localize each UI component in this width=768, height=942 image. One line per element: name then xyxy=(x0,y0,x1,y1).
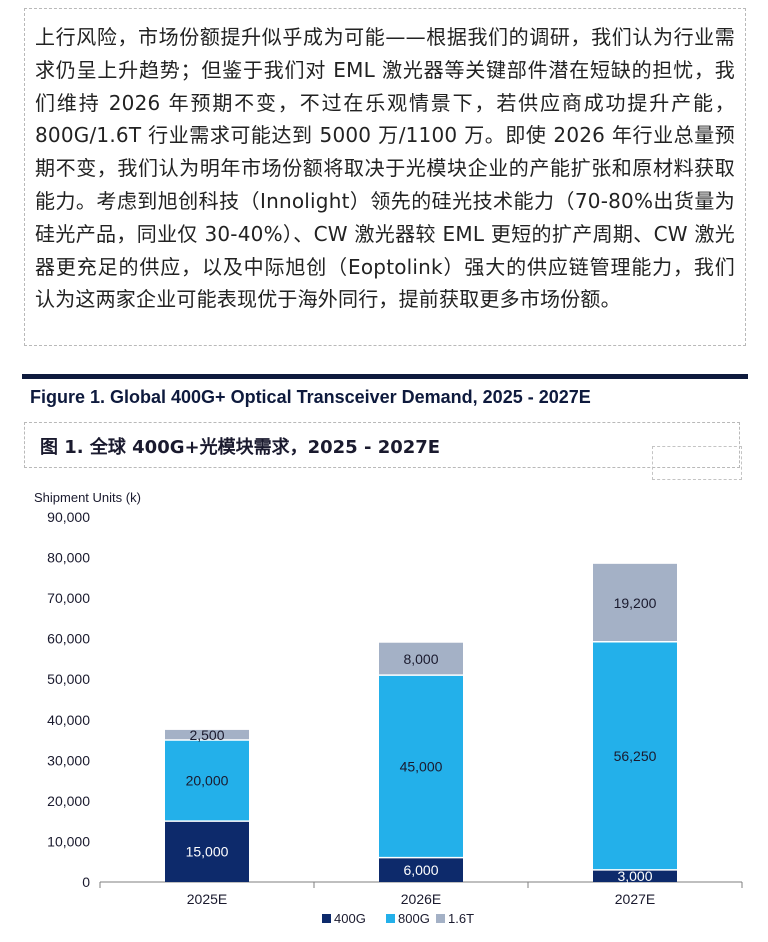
data-label: 19,200 xyxy=(614,595,657,611)
y-tick-label: 40,000 xyxy=(47,712,90,728)
y-axis-label: Shipment Units (k) xyxy=(34,490,141,505)
figure-title: Figure 1. Global 400G+ Optical Transceiv… xyxy=(30,387,591,407)
data-label: 20,000 xyxy=(186,773,229,789)
y-tick-label: 80,000 xyxy=(47,550,90,566)
y-tick-label: 10,000 xyxy=(47,833,90,849)
commentary-box: 上行风险，市场份额提升似乎成为可能——根据我们的调研，我们认为行业需求仍呈上升趋… xyxy=(24,8,746,346)
legend-label: 400G xyxy=(334,911,366,926)
subtitle-box-decoration xyxy=(652,446,742,480)
legend-label: 800G xyxy=(398,911,430,926)
y-tick-label: 50,000 xyxy=(47,671,90,687)
x-tick-label: 2026E xyxy=(401,891,441,907)
data-label: 2,500 xyxy=(189,727,224,743)
y-tick-label: 20,000 xyxy=(47,793,90,809)
legend-swatch-400g xyxy=(322,914,331,923)
bar-segment-800g xyxy=(593,641,677,870)
commentary-paragraph: 上行风险，市场份额提升似乎成为可能——根据我们的调研，我们认为行业需求仍呈上升趋… xyxy=(35,25,735,312)
y-tick-label: 30,000 xyxy=(47,752,90,768)
y-tick-label: 60,000 xyxy=(47,631,90,647)
y-tick-label: 70,000 xyxy=(47,590,90,606)
data-label: 3,000 xyxy=(617,868,652,884)
x-tick-label: 2027E xyxy=(615,891,655,907)
data-label: 6,000 xyxy=(403,862,438,878)
x-tick-label: 2025E xyxy=(187,891,227,907)
y-tick-label: 0 xyxy=(82,874,90,890)
bar-segment-400g xyxy=(379,857,463,882)
figure-divider xyxy=(22,374,748,379)
bar-segment-16t xyxy=(593,563,677,642)
data-label: 45,000 xyxy=(400,758,443,774)
bar-segment-16t xyxy=(379,642,463,676)
bar-segment-16t xyxy=(165,729,249,741)
figure-subtitle: 图 1. 全球 400G+光模块需求，2025 - 2027E xyxy=(40,437,441,458)
subtitle-box xyxy=(24,422,740,468)
data-label: 8,000 xyxy=(403,651,438,667)
bar-segment-400g xyxy=(593,869,677,882)
y-tick-label: 90,000 xyxy=(47,509,90,525)
data-label: 56,250 xyxy=(614,748,657,764)
data-label: 15,000 xyxy=(186,844,229,860)
legend-swatch-16t xyxy=(436,914,445,923)
bar-segment-800g xyxy=(379,675,463,858)
bar-segment-400g xyxy=(165,821,249,882)
legend-label: 1.6T xyxy=(448,911,474,926)
legend-swatch-800g xyxy=(386,914,395,923)
bar-segment-800g xyxy=(165,740,249,822)
